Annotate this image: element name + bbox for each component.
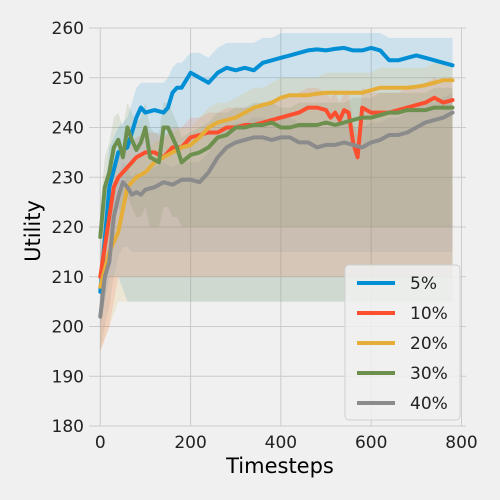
y-tick-label: 240	[52, 119, 84, 139]
y-tick-label: 210	[52, 268, 84, 288]
x-tick-label: 400	[265, 433, 297, 453]
y-tick-label: 190	[52, 367, 84, 387]
x-tick-label: 200	[174, 433, 206, 453]
y-tick-label: 220	[52, 218, 84, 238]
legend-box	[344, 264, 461, 421]
x-axis-label: Timesteps	[225, 454, 334, 478]
y-tick-label: 200	[52, 318, 84, 338]
x-axis-ticks: 0 200 400 600 800	[95, 433, 478, 453]
y-tick-label: 260	[52, 19, 84, 39]
legend: 5% 10% 20% 30% 40%	[344, 264, 461, 421]
legend-label: 5%	[410, 274, 437, 294]
y-tick-label: 230	[52, 168, 84, 188]
x-tick-label: 800	[445, 433, 477, 453]
legend-label: 20%	[410, 334, 448, 354]
confidence-band	[100, 87, 453, 277]
confidence-band	[100, 92, 453, 352]
legend-label: 40%	[410, 394, 448, 414]
series-line	[98, 105, 455, 239]
y-tick-label: 250	[52, 69, 84, 89]
legend-label: 10%	[410, 304, 448, 324]
x-tick-label: 0	[95, 433, 106, 453]
legend-label: 30%	[410, 364, 448, 384]
series-lines	[98, 45, 455, 319]
confidence-band	[100, 33, 453, 327]
series-line	[98, 45, 455, 294]
y-axis-ticks: 180 190 200 210 220 230 240 250 260	[52, 19, 84, 437]
y-tick-label: 180	[52, 417, 84, 437]
x-tick-label: 600	[355, 433, 387, 453]
y-axis-label: Utility	[21, 200, 45, 262]
series-line	[98, 110, 455, 319]
